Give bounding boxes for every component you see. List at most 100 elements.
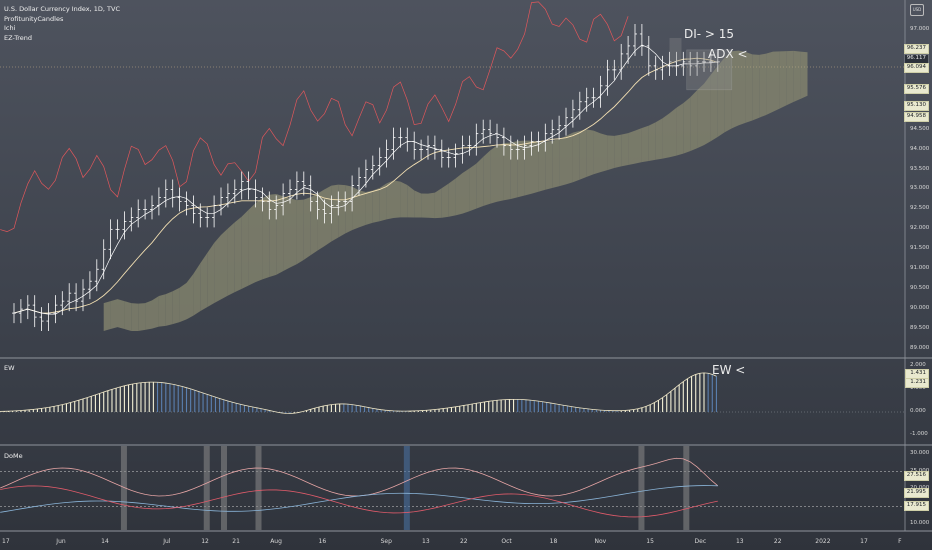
cloud-segment: [773, 51, 780, 112]
cloud-segment: [483, 150, 491, 207]
price-bar: [184, 191, 189, 216]
dome-highlight-4: [403, 446, 410, 530]
price-bar: [232, 179, 237, 204]
price-bar: [94, 259, 99, 292]
time-tick-label: 18: [549, 538, 558, 545]
cloud-segment: [717, 57, 725, 137]
cloud-segment: [152, 295, 159, 329]
cloud-segment: [131, 303, 139, 332]
legend-indicator-3[interactable]: EZ-Trend: [4, 33, 32, 42]
cloud-segment: [538, 141, 546, 192]
cloud-segment: [621, 133, 629, 167]
cloud-segment: [448, 178, 456, 217]
price-badge: 95.576: [903, 84, 929, 94]
price-bar: [446, 147, 451, 168]
cloud-segment: [110, 299, 118, 330]
price-bar: [412, 131, 417, 160]
price-bar: [308, 175, 313, 212]
price-bar: [46, 303, 51, 332]
cloud-segment: [324, 185, 332, 247]
cloud-segment: [221, 228, 228, 300]
price-bar: [702, 51, 706, 72]
price-tick-label: 89.000: [910, 345, 930, 351]
price-bar: [591, 87, 596, 108]
price-tick-label: 90.500: [910, 285, 930, 292]
price-tick-label: 89.500: [910, 325, 930, 332]
price-bar: [294, 171, 299, 200]
cloud-segment: [731, 50, 739, 129]
cloud-segment: [255, 198, 263, 283]
time-tick-label: 14: [101, 538, 109, 545]
cloud-segment: [669, 107, 677, 158]
dome-line-1: [0, 457, 719, 497]
cloud-segment: [566, 132, 573, 185]
price-bar: [336, 191, 341, 216]
legend-indicator-1[interactable]: ProfitunityCandles: [4, 14, 64, 23]
price-tick-label: 91.500: [910, 245, 930, 252]
price-badge: 96.237: [903, 44, 929, 54]
price-bar: [370, 155, 375, 180]
cloud-segment: [158, 294, 166, 327]
cloud-segment: [262, 194, 270, 280]
cloud-segment: [331, 184, 339, 242]
cloud-segment: [407, 185, 415, 218]
cloud-segment: [165, 291, 173, 326]
price-bar: [191, 195, 196, 224]
dome-highlight-1: [203, 446, 210, 530]
time-tick-label: Dec: [694, 538, 707, 545]
price-bar: [646, 35, 651, 76]
ichimoku-cloud: [103, 50, 808, 332]
time-tick-label: Oct: [501, 538, 512, 545]
cloud-segment: [317, 189, 325, 251]
cloud-segment: [241, 209, 249, 289]
cloud-segment: [462, 168, 470, 214]
price-bar: [198, 203, 203, 228]
time-tick-label: 15: [646, 538, 654, 545]
price-bar: [53, 295, 58, 324]
price-bar: [39, 307, 44, 332]
cloud-segment: [697, 83, 704, 149]
cloud-segment: [338, 184, 346, 238]
price-tick-label: 94.500: [910, 125, 930, 132]
price-bar: [460, 135, 465, 164]
price-bar: [536, 131, 541, 152]
currency-icon[interactable]: USD: [910, 4, 924, 16]
cloud-segment: [704, 74, 711, 146]
cloud-segment: [559, 135, 566, 187]
cloud-segment: [352, 186, 359, 231]
cloud-segment: [393, 180, 401, 219]
price-bar: [377, 147, 382, 176]
time-tick-label: 17: [860, 538, 868, 545]
cloud-segment: [614, 134, 622, 169]
price-bar: [515, 139, 520, 160]
cloud-segment: [552, 139, 560, 188]
price-bar: [501, 127, 506, 156]
price-bar: [481, 119, 486, 144]
dome-highlight-0: [120, 446, 127, 530]
kijun-line: [13, 57, 718, 314]
cloud-segment: [628, 130, 635, 165]
price-bar: [612, 59, 617, 80]
cloud-segment: [400, 181, 408, 218]
cloud-segment: [655, 118, 663, 160]
ew-badge: 1.231: [905, 378, 929, 388]
price-bar: [219, 187, 223, 216]
legend-indicator-2[interactable]: Ichi: [4, 24, 16, 33]
cloud-segment: [607, 135, 615, 171]
ew-tick-label: 1.000: [910, 385, 926, 391]
price-bar: [557, 115, 562, 140]
price-bar: [577, 91, 582, 120]
cloud-segment: [138, 303, 146, 332]
cloud-segment: [779, 51, 787, 109]
time-tick-label: 13: [422, 538, 430, 545]
cloud-segment: [283, 196, 290, 272]
cloud-segment: [227, 222, 235, 296]
cloud-segment: [207, 242, 215, 308]
cloud-segment: [752, 54, 760, 121]
time-tick-label: 12: [201, 538, 209, 545]
price-bar: [12, 303, 16, 324]
price-bar: [163, 179, 168, 208]
cloud-segment: [117, 299, 125, 330]
price-tick-label: 91.000: [910, 265, 930, 272]
price-bar: [260, 187, 265, 212]
